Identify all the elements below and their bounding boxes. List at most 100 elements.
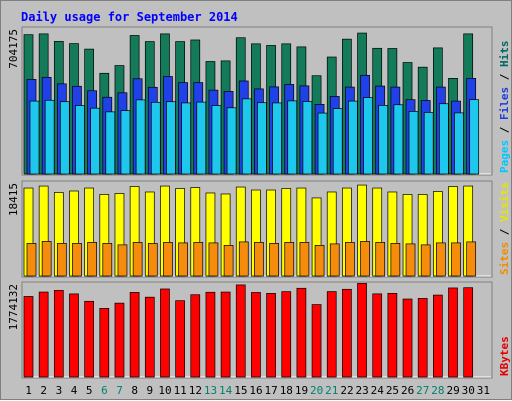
visits-sites-bar (345, 242, 355, 277)
series-label-part: / (498, 222, 511, 242)
hits-pages-bar (29, 100, 40, 175)
visits-sites-bar (314, 245, 325, 277)
kbytes-kbytes-bar (448, 287, 458, 378)
hits-pages-bar (408, 111, 419, 175)
series-label-part: Visits (498, 182, 511, 222)
visits-sites-bar (41, 241, 52, 277)
visits-sites-bar (72, 243, 82, 277)
kbytes-ymax-label: 1774132 (7, 284, 20, 330)
hits-pages-bar (469, 99, 480, 175)
day-label: 25 (386, 384, 399, 397)
series-label-part: KBytes (498, 336, 511, 376)
day-label: 21 (325, 384, 338, 397)
visits-sites-bar (360, 241, 370, 277)
series-label-part: / (498, 67, 511, 87)
visits-sites-bar (132, 242, 143, 277)
series-label-part: Sites (498, 242, 511, 275)
hits-pages-bar (393, 104, 404, 175)
kbytes-kbytes-bar (342, 288, 352, 378)
hits-pages-bar (241, 98, 252, 175)
day-label: 30 (462, 384, 475, 397)
day-label: 19 (295, 384, 308, 397)
kbytes-kbytes-bar (311, 304, 322, 378)
visits-sites-bar (56, 243, 67, 277)
hits-pages-bar (211, 105, 222, 175)
day-label: 11 (174, 384, 187, 397)
hits-pages-bar (257, 102, 267, 175)
hits-pages-bar (44, 99, 55, 175)
hits-pages-bar (120, 110, 131, 175)
kbytes-kbytes-bar (23, 296, 34, 378)
hits-pages-bar (150, 101, 161, 175)
hits-pages-bar (105, 111, 116, 175)
kbytes-kbytes-bar (220, 291, 231, 378)
kbytes-kbytes-bar (281, 291, 292, 378)
kbytes-kbytes-bar (160, 288, 170, 378)
series-label-part: Hits (498, 41, 511, 68)
day-label: 29 (446, 384, 459, 397)
day-label: 18 (280, 384, 293, 397)
hits-pages-bar (75, 105, 85, 175)
visits-sites-bar (420, 244, 431, 277)
hits-series-label: Pages / Files / Hits (498, 41, 511, 174)
kbytes-kbytes-bar (251, 292, 261, 378)
kbytes-kbytes-bar (296, 287, 307, 378)
kbytes-kbytes-bar (129, 292, 140, 378)
kbytes-kbytes-bar (433, 294, 443, 378)
kbytes-kbytes-bar (463, 287, 474, 378)
day-label: 7 (116, 384, 123, 397)
day-label: 20 (310, 384, 323, 397)
hits-ymax-label: 704175 (7, 29, 20, 69)
day-label: 10 (158, 384, 171, 397)
visits-sites-bar (223, 245, 234, 277)
visits-sites-bar (102, 243, 113, 277)
hits-pages-bar (332, 108, 343, 175)
day-label: 15 (234, 384, 247, 397)
series-label-part: / (498, 120, 511, 140)
visits-sites-bar (405, 243, 416, 277)
day-label: 28 (431, 384, 444, 397)
visits-sites-bar (208, 242, 219, 277)
hits-pages-bar (59, 101, 70, 175)
hits-pages-bar (454, 112, 464, 175)
kbytes-kbytes-bar (53, 290, 64, 378)
visits-sites-bar (87, 242, 97, 277)
kbytes-kbytes-bar (69, 293, 79, 378)
hits-pages-bar (196, 101, 207, 175)
kbytes-kbytes-bar (99, 308, 110, 378)
hits-pages-bar (287, 100, 298, 175)
hits-pages-bar (135, 99, 146, 175)
hits-pages-bar (90, 107, 100, 175)
visits-series-label: Sites / Visits (498, 182, 511, 275)
visits-sites-bar (238, 241, 249, 277)
visits-sites-bar (436, 242, 446, 277)
hits-pages-bar (378, 105, 389, 175)
hits-pages-bar (302, 101, 313, 175)
visits-sites-bar (466, 241, 477, 277)
kbytes-kbytes-bar (266, 293, 276, 378)
kbytes-kbytes-bar (417, 298, 428, 378)
kbytes-kbytes-bar (387, 292, 398, 378)
day-label: 5 (86, 384, 93, 397)
visits-sites-bar (163, 242, 173, 277)
visits-ymax-label: 18415 (7, 183, 20, 216)
kbytes-kbytes-bar (402, 298, 413, 378)
day-label: 8 (131, 384, 138, 397)
kbytes-kbytes-bar (84, 300, 94, 378)
day-label: 23 (356, 384, 369, 397)
day-label: 17 (265, 384, 278, 397)
kbytes-kbytes-bar (372, 293, 383, 378)
visits-sites-bar (390, 243, 401, 277)
kbytes-kbytes-bar (38, 291, 49, 378)
visits-sites-bar (117, 244, 128, 277)
kbytes-kbytes-bar (326, 291, 337, 378)
kbytes-kbytes-bar (144, 296, 155, 378)
kbytes-kbytes-bar (235, 284, 246, 378)
day-label: 9 (147, 384, 154, 397)
visits-sites-bar (329, 243, 340, 277)
day-label: 27 (416, 384, 429, 397)
series-label-part: Pages (498, 140, 511, 173)
visits-sites-bar (254, 242, 264, 277)
kbytes-kbytes-bar (175, 300, 185, 378)
